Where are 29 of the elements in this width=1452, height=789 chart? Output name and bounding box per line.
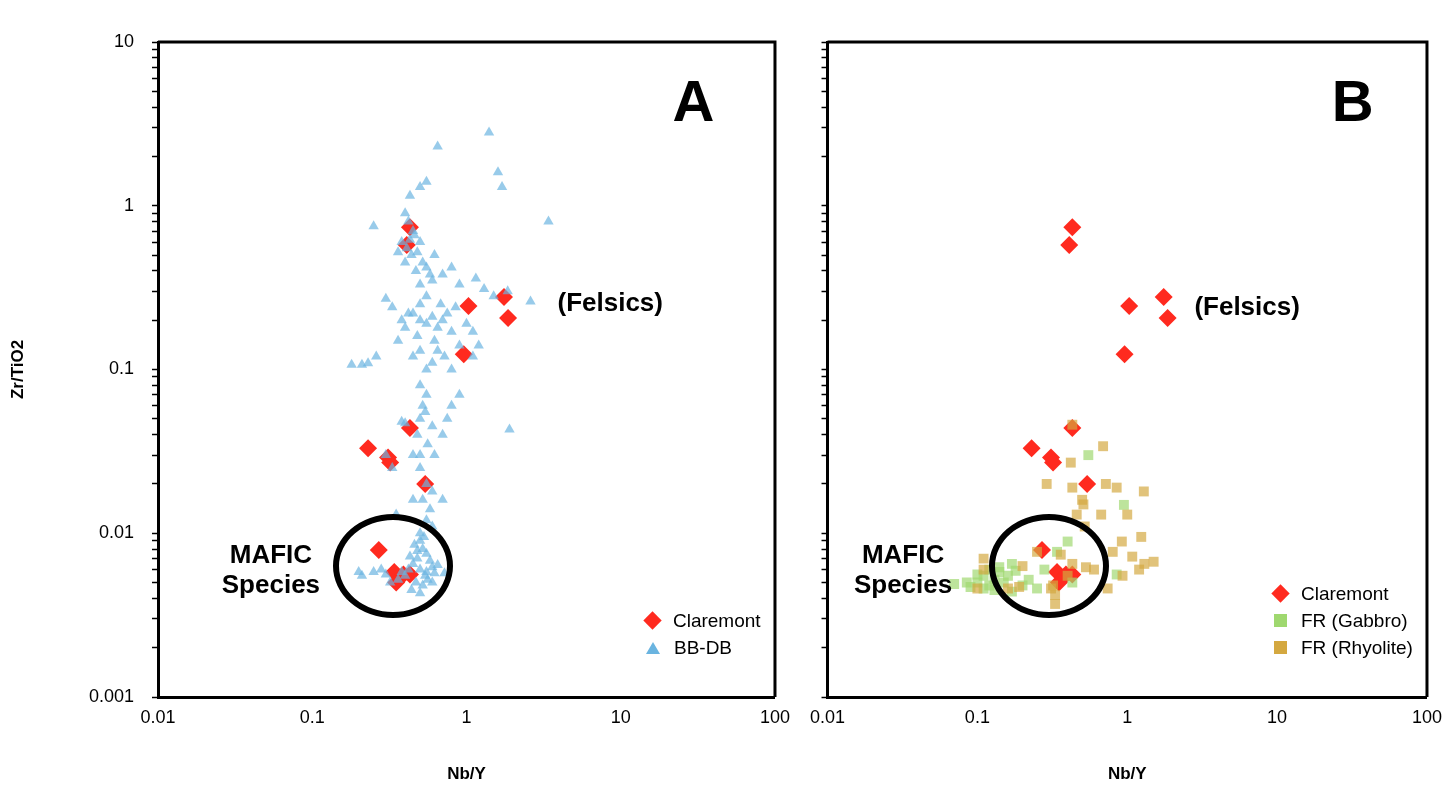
x-tick-label: 1 xyxy=(1122,706,1133,727)
x-tick-label: 10 xyxy=(610,706,631,727)
legend-label: FR (Gabbro) xyxy=(1300,609,1408,633)
annotation: (Felsics) xyxy=(557,287,663,318)
y-tick-label: 0.1 xyxy=(108,358,134,379)
annotation: MAFIC Species xyxy=(221,539,321,600)
legend-label: Claremont xyxy=(1300,582,1389,606)
x-tick-label: 0.1 xyxy=(964,706,990,727)
annotation: A xyxy=(672,67,715,133)
x-tick-label: 0.1 xyxy=(299,706,325,727)
y-tick-label: 0.01 xyxy=(98,522,134,543)
x-tick-label: 1 xyxy=(461,706,472,727)
y-tick-label: 10 xyxy=(113,30,134,51)
annotation: B xyxy=(1331,67,1374,133)
x-axis-title: Nb/Y xyxy=(447,764,487,784)
legend-label: FR (Rhyolite) xyxy=(1300,636,1413,660)
legend-label: BB-DB xyxy=(673,636,733,660)
x-tick-label: 100 xyxy=(759,706,791,727)
y-tick-label: 0.001 xyxy=(88,685,134,706)
x-tick-label: 0.01 xyxy=(140,706,176,727)
y-axis-title: Zr/TiO2 xyxy=(7,339,27,400)
y-tick-label: 1 xyxy=(123,194,134,215)
legend-label: Claremont xyxy=(672,609,761,633)
x-tick-label: 10 xyxy=(1267,706,1288,727)
x-axis-title: Nb/Y xyxy=(1107,764,1148,784)
x-tick-label: 0.01 xyxy=(809,706,846,727)
x-tick-label: 100 xyxy=(1411,706,1443,727)
annotation: (Felsics) xyxy=(1194,291,1300,322)
annotation: MAFIC Species xyxy=(853,539,953,600)
